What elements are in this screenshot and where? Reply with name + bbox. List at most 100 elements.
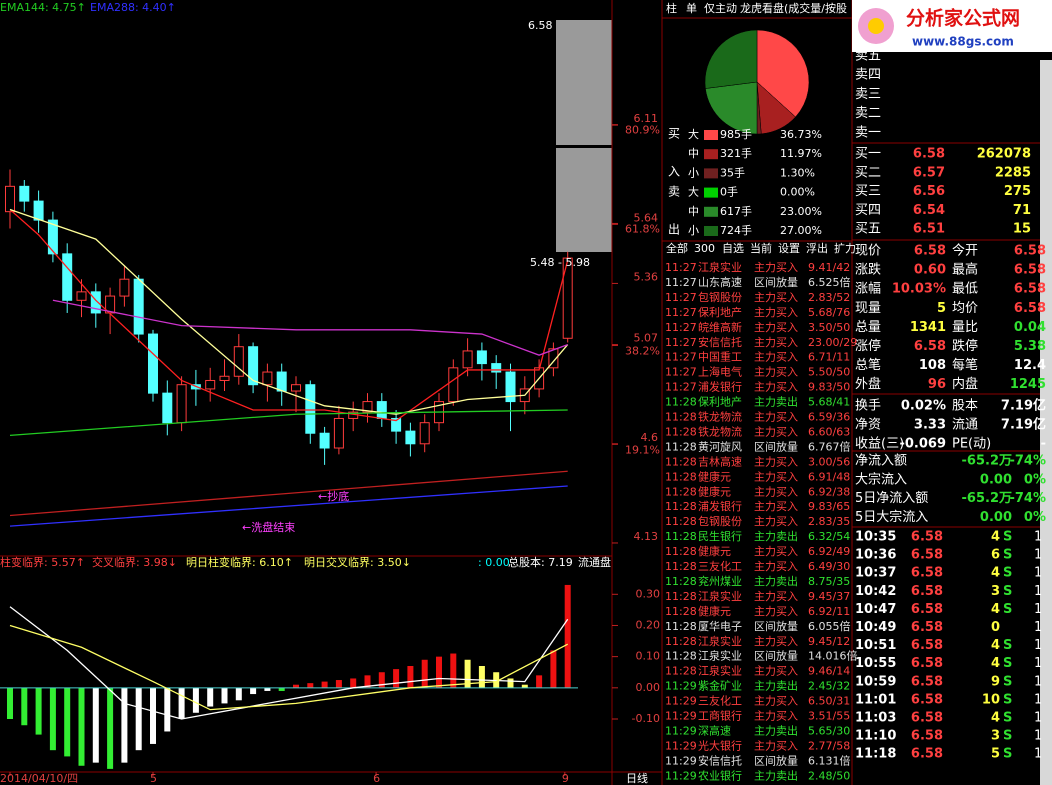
flow-value: -65.2万 bbox=[962, 454, 1012, 469]
tick-price: 6.58 bbox=[911, 747, 943, 762]
macd-bar bbox=[407, 666, 414, 688]
macd-bar bbox=[564, 584, 571, 688]
trade-info: 9.83/50 bbox=[808, 381, 850, 394]
trade-info: 5.50/50 bbox=[808, 366, 850, 379]
macd-bar bbox=[364, 675, 371, 688]
bid-price: 6.56 bbox=[913, 184, 945, 199]
trade-info: 2.83/52 bbox=[808, 291, 850, 304]
macd-bar bbox=[450, 653, 457, 688]
trade-info: 6.59/36 bbox=[808, 411, 850, 424]
flow-pct: -74% bbox=[1009, 454, 1046, 469]
trade-time: 11:28 bbox=[665, 396, 697, 409]
trade-info: 9.83/65 bbox=[808, 500, 850, 513]
tick-volume: 3 bbox=[991, 584, 1000, 599]
indicator-header: 柱变临界: 5.57↑ bbox=[0, 555, 85, 569]
macd-bar bbox=[221, 687, 228, 704]
trade-info: 9.41/42 bbox=[808, 261, 850, 274]
trade-kind: 主力买入 bbox=[754, 590, 798, 603]
quote-value: 5.38 bbox=[1014, 339, 1046, 354]
trade-kind: 主力买入 bbox=[754, 425, 798, 438]
macd-bar bbox=[350, 678, 357, 688]
trade-time: 11:27 bbox=[665, 336, 697, 349]
macd-bar bbox=[550, 650, 557, 688]
trade-name: 紫金矿业 bbox=[698, 679, 742, 693]
y2-tick-label: 19.1% bbox=[625, 443, 660, 456]
macd-bar bbox=[321, 681, 328, 688]
trade-time: 11:28 bbox=[665, 515, 697, 528]
macd-bar bbox=[235, 687, 242, 701]
trade-info: 2.83/35 bbox=[808, 515, 850, 528]
trade-time: 11:28 bbox=[665, 575, 697, 588]
trade-name: 江泉实业 bbox=[698, 664, 742, 678]
y-tick-label: 0.20 bbox=[636, 618, 661, 631]
tick-count: 1 bbox=[1034, 638, 1042, 653]
candle-body bbox=[262, 371, 273, 386]
tick-price: 6.58 bbox=[911, 620, 943, 635]
indicator-header: 总股本: 7.19 bbox=[508, 555, 573, 569]
ask-label: 卖一 bbox=[855, 125, 881, 140]
trade-time: 11:27 bbox=[665, 321, 697, 334]
quote-value: 0.60 bbox=[914, 263, 946, 278]
candle-body bbox=[319, 432, 330, 449]
candle-body bbox=[47, 219, 58, 255]
quote-label: 总量 bbox=[855, 320, 881, 335]
trade-kind: 主力买入 bbox=[754, 665, 798, 678]
trade-name: 厦华电子 bbox=[698, 619, 742, 633]
quote-value: 7.19亿 bbox=[1001, 416, 1046, 432]
tick-count: 1 bbox=[1034, 711, 1042, 726]
trade-kind: 主力买入 bbox=[754, 306, 798, 319]
trade-kind: 主力买入 bbox=[754, 560, 798, 573]
trade-time: 11:29 bbox=[665, 724, 697, 737]
flow-pct: 23.00% bbox=[780, 205, 822, 218]
indicator-header: 明日柱变临界: 6.10↑ bbox=[186, 555, 293, 569]
candle-body bbox=[548, 348, 559, 369]
macd-bar bbox=[35, 687, 42, 735]
tick-price: 6.58 bbox=[911, 530, 943, 545]
quote-value: 6.58 bbox=[1014, 244, 1046, 259]
macd-bar bbox=[421, 659, 428, 688]
bid-price: 6.51 bbox=[913, 222, 945, 237]
indicator-line bbox=[52, 299, 568, 356]
quote-value: 12.4 bbox=[1014, 358, 1046, 373]
bid-price: 6.57 bbox=[913, 165, 945, 180]
trade-name: 江泉实业 bbox=[698, 589, 742, 603]
tick-volume: 4 bbox=[991, 656, 1000, 671]
candle-body bbox=[219, 375, 230, 381]
trade-info: 5.65/30 bbox=[808, 724, 850, 737]
y-tick-label: 0.10 bbox=[636, 650, 661, 663]
candle-body bbox=[205, 379, 216, 390]
y-tick-label: -0.10 bbox=[632, 712, 660, 725]
trade-kind: 主力买入 bbox=[754, 381, 798, 394]
trade-name: 山东高速 bbox=[698, 275, 742, 289]
y-tick-label: 4.6 bbox=[641, 431, 659, 444]
bid-price: 6.54 bbox=[913, 203, 945, 218]
flow-label: 大宗流入 bbox=[855, 471, 907, 487]
trade-info: 9.45/12 bbox=[808, 635, 850, 648]
candle-body bbox=[133, 278, 144, 335]
trade-info: 6.60/63 bbox=[808, 425, 850, 438]
trade-info: 9.45/37 bbox=[808, 590, 850, 603]
macd-bar bbox=[464, 659, 471, 688]
y2-tick-label: 80.9% bbox=[625, 124, 660, 137]
flow-value: 0.00 bbox=[980, 510, 1012, 525]
y-tick-label: 5.07 bbox=[634, 332, 659, 345]
candle-body bbox=[76, 291, 87, 301]
y-tick-label: 5.64 bbox=[634, 211, 659, 224]
candle-body bbox=[90, 291, 101, 314]
trade-kind: 区间放量 bbox=[754, 619, 798, 633]
trade-info: 6.91/48 bbox=[808, 470, 850, 483]
trade-time: 11:27 bbox=[665, 366, 697, 379]
trade-info: 9.46/14 bbox=[808, 665, 850, 678]
y-tick-label: 5.36 bbox=[634, 270, 659, 283]
scrollbar[interactable] bbox=[1040, 60, 1052, 785]
trade-name: 江泉实业 bbox=[698, 634, 742, 648]
macd-bar bbox=[335, 680, 342, 688]
trade-name: 三友化工 bbox=[698, 559, 742, 573]
tick-side: S bbox=[1003, 638, 1012, 653]
quote-label: 净资 bbox=[855, 417, 881, 432]
trade-info: 6.50/31 bbox=[808, 695, 850, 708]
annotation: ←抄底 bbox=[318, 489, 349, 503]
flow-swatch bbox=[704, 206, 718, 217]
trade-time: 11:28 bbox=[665, 411, 697, 424]
